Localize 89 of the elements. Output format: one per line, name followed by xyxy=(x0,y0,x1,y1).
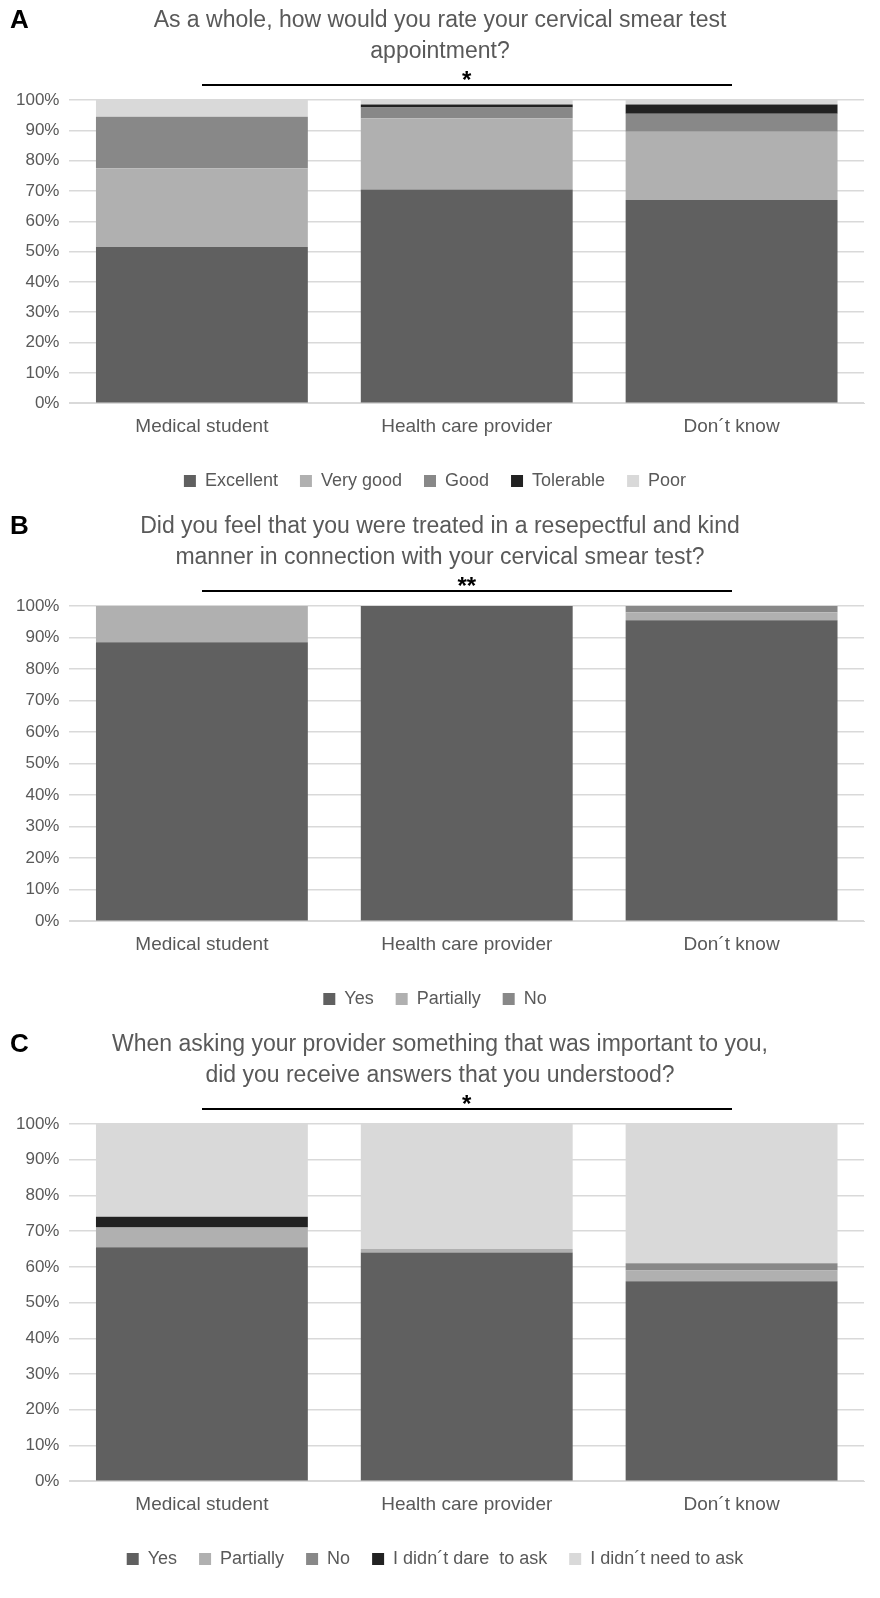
bar xyxy=(625,612,838,621)
bar xyxy=(360,1252,573,1481)
y-tick-label: 30% xyxy=(25,301,60,321)
y-tick-label: 30% xyxy=(25,1363,60,1383)
bar xyxy=(360,104,573,108)
y-tick-label: 20% xyxy=(25,332,60,352)
text: B xyxy=(10,510,29,541)
legend-label: I didn´t dare to ask xyxy=(393,1547,549,1568)
legend-label: Yes xyxy=(147,1547,178,1568)
y-tick-label: 60% xyxy=(25,210,60,230)
legend-label: Very good xyxy=(320,469,402,490)
y-tick-label: 20% xyxy=(25,1399,60,1419)
y-tick-label: 80% xyxy=(25,658,60,678)
y-tick-label: 50% xyxy=(25,753,60,773)
y-tick-label: 0% xyxy=(34,1470,60,1490)
text: * xyxy=(462,1090,472,1117)
text: C xyxy=(10,1028,29,1059)
y-tick-label: 100% xyxy=(16,1113,60,1133)
bar xyxy=(360,189,573,403)
y-tick-label: 70% xyxy=(25,690,60,710)
y-tick-label: 20% xyxy=(25,847,60,867)
bar xyxy=(95,1247,308,1481)
bar xyxy=(95,168,308,248)
y-tick-label: 10% xyxy=(25,879,60,899)
bar xyxy=(625,1281,838,1481)
legend-label: Partially xyxy=(416,987,481,1008)
y-tick-label: 80% xyxy=(25,1185,60,1205)
bar xyxy=(95,247,308,403)
bar xyxy=(95,1216,308,1228)
y-tick-label: 40% xyxy=(25,271,60,291)
bar xyxy=(360,107,573,119)
y-tick-label: 100% xyxy=(16,595,60,615)
bar xyxy=(625,1263,838,1271)
x-tick-label: Don´t know xyxy=(683,932,780,954)
y-tick-label: 40% xyxy=(25,784,60,804)
y-tick-label: 70% xyxy=(25,1220,60,1240)
chart-title: Did you feel that you were treated in a resepectful and kind manner in connection with your cervical smear test? xyxy=(139,511,741,571)
legend-label: Tolerable xyxy=(532,469,606,490)
y-tick-label: 90% xyxy=(25,120,60,140)
text: A xyxy=(10,4,29,35)
legend-label: No xyxy=(327,1547,351,1568)
y-tick-label: 0% xyxy=(34,910,60,930)
legend-label: No xyxy=(523,987,547,1008)
y-tick-label: 0% xyxy=(34,392,60,412)
x-tick-label: Health care provider xyxy=(381,1492,553,1514)
legend-label: I didn´t need to ask xyxy=(590,1547,745,1568)
x-tick-label: Don´t know xyxy=(683,414,780,436)
chart-title: When asking your provider something that was important to you, did you receive answers that you understood? xyxy=(111,1029,769,1089)
text: * xyxy=(462,66,472,93)
bar xyxy=(625,113,838,132)
bar xyxy=(625,131,838,201)
chart-title: As a whole, how would you rate your cervical smear test appointment? xyxy=(152,5,728,65)
y-tick-label: 50% xyxy=(25,1292,60,1312)
legend-label: Partially xyxy=(220,1547,285,1568)
y-tick-label: 10% xyxy=(25,1435,60,1455)
y-tick-label: 70% xyxy=(25,180,60,200)
y-tick-label: 60% xyxy=(25,721,60,741)
bar xyxy=(625,200,838,403)
bar xyxy=(360,118,573,190)
legend-label: Excellent xyxy=(204,469,278,490)
bar xyxy=(360,606,573,921)
legend-label: Yes xyxy=(344,987,374,1008)
x-tick-label: Health care provider xyxy=(381,414,553,436)
y-tick-label: 90% xyxy=(25,1149,60,1169)
bar xyxy=(95,1227,308,1248)
x-tick-label: Medical student xyxy=(135,1492,270,1514)
y-tick-label: 100% xyxy=(16,89,60,109)
x-tick-label: Medical student xyxy=(135,414,270,436)
bar xyxy=(360,1249,573,1253)
bar xyxy=(625,606,838,613)
y-tick-label: 50% xyxy=(25,241,60,261)
y-tick-label: 80% xyxy=(25,150,60,170)
y-tick-label: 60% xyxy=(25,1256,60,1276)
x-tick-label: Don´t know xyxy=(683,1492,780,1514)
bar xyxy=(95,642,308,921)
legend-label: Poor xyxy=(648,469,687,490)
x-tick-label: Health care provider xyxy=(381,932,553,954)
y-tick-label: 10% xyxy=(25,362,60,382)
bar xyxy=(625,104,838,114)
x-tick-label: Medical student xyxy=(135,932,270,954)
bar xyxy=(625,1270,838,1282)
y-tick-label: 40% xyxy=(25,1328,60,1348)
text: ** xyxy=(457,572,477,599)
legend-label: Good xyxy=(445,469,490,490)
y-tick-label: 30% xyxy=(25,816,60,836)
bar xyxy=(95,606,308,643)
bar xyxy=(625,620,838,921)
bar xyxy=(95,116,308,169)
y-tick-label: 90% xyxy=(25,627,60,647)
